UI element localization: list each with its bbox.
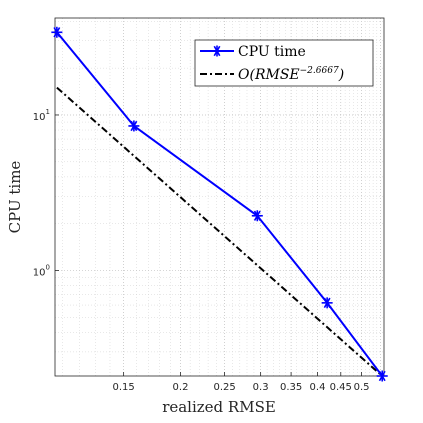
legend-reference-exponent: −2.6667: [300, 66, 339, 76]
data-point-cpu-time: [251, 210, 263, 222]
data-point-cpu-time: [51, 26, 63, 38]
x-tick-label: 0.35: [280, 382, 302, 393]
legend-reference-suffix: ): [338, 67, 344, 83]
x-tick-label: 0.25: [213, 382, 235, 393]
y-tick-base: 10: [33, 268, 46, 279]
y-tick-exponent: 1: [46, 108, 50, 116]
data-point-cpu-time: [321, 297, 333, 309]
legend-label-cpu-time: CPU time: [238, 44, 306, 60]
y-tick-base: 10: [33, 112, 46, 123]
y-tick-label: 100: [33, 264, 50, 279]
x-tick-label: 0.5: [354, 382, 370, 393]
x-tick-label: 0.45: [330, 382, 352, 393]
legend-box: [194, 39, 374, 87]
y-tick-label: 101: [33, 108, 50, 123]
legend-marker-cpu-time: [211, 45, 223, 57]
x-axis-label: realized RMSE: [162, 398, 276, 416]
y-axis-label: CPU time: [6, 161, 24, 234]
legend-asterisk: [211, 45, 223, 57]
x-tick-label: 0.3: [253, 382, 269, 393]
x-tick-label: 0.4: [310, 382, 326, 393]
series-line-reference: [56, 86, 383, 377]
legend: CPU time O(RMSE−2.6667): [194, 39, 374, 87]
data-point-cpu-time: [376, 370, 388, 382]
x-tick-label: 0.2: [173, 382, 189, 393]
x-tick-label: 0.15: [112, 382, 134, 393]
data-point-cpu-time: [128, 120, 140, 132]
plot-area-frame: [54, 17, 385, 377]
y-tick-exponent: 0: [46, 264, 50, 272]
series: [51, 26, 388, 382]
legend-label-reference: O(RMSE−2.6667): [238, 66, 344, 83]
grid: [55, 18, 384, 376]
legend-reference-prefix: O(RMSE: [238, 67, 300, 83]
x-ticks: 0.15 0.2 0.25 0.3 0.35 0.4 0.45 0.5: [112, 372, 370, 393]
